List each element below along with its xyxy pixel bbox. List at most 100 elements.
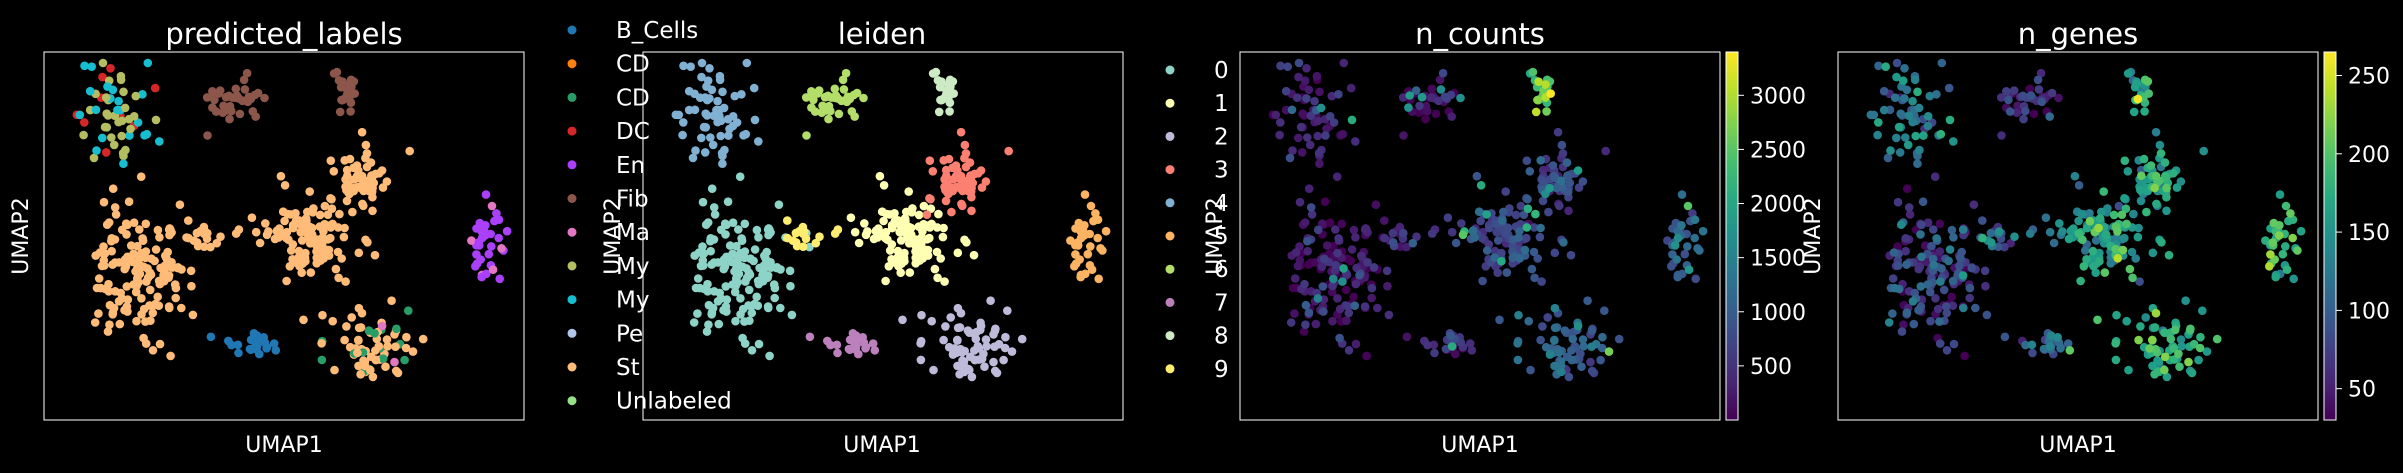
data-point [1562, 158, 1572, 167]
data-point [122, 282, 132, 291]
data-point [2111, 339, 2120, 348]
data-point [1567, 346, 1576, 355]
data-point [1290, 309, 1299, 318]
data-point [1680, 249, 1690, 259]
data-point [1502, 268, 1512, 277]
data-point [2009, 86, 2019, 95]
data-point [1587, 366, 1597, 376]
data-point [1465, 339, 1475, 348]
data-point [2045, 112, 2054, 121]
data-point [1913, 87, 1922, 97]
data-point [1312, 71, 1322, 81]
data-point [1903, 140, 1913, 150]
data-point [742, 58, 752, 68]
data-point [1286, 318, 1296, 327]
data-point [1271, 110, 1281, 120]
data-point [1550, 303, 1560, 313]
data-point [155, 339, 165, 349]
data-point [1497, 248, 1506, 258]
data-point [212, 238, 222, 248]
data-point [1893, 197, 1903, 207]
data-point [1892, 133, 1901, 143]
legend-label: 2 [1214, 124, 1229, 150]
data-point [1291, 248, 1301, 257]
data-point [881, 276, 890, 286]
data-point [1939, 285, 1949, 295]
data-point [787, 310, 797, 320]
data-point [1493, 268, 1502, 278]
data-point [885, 246, 895, 255]
data-point [2085, 216, 2095, 226]
data-point [1969, 200, 1979, 209]
data-point [1530, 273, 1539, 283]
data-point [691, 283, 701, 293]
data-point [2095, 256, 2104, 266]
panel-leiden: leiden UMAP1 UMAP2 0 1 2 3 4 5 6 7 8 9 [601, 17, 1229, 458]
data-point [850, 112, 859, 121]
data-point [269, 339, 279, 348]
data-point [1276, 118, 1285, 127]
data-point [2266, 250, 2275, 259]
data-point [1093, 233, 1102, 243]
data-point [401, 343, 411, 353]
legend-marker [567, 160, 577, 170]
data-point [166, 351, 175, 361]
data-point [141, 317, 150, 326]
data-point [879, 216, 888, 226]
data-point [1086, 201, 1096, 211]
data-point [1684, 265, 1694, 275]
data-point [326, 223, 336, 232]
data-point [2002, 87, 2011, 96]
colorbar-tick-label: 1500 [1750, 247, 1806, 272]
data-point [708, 140, 718, 150]
data-point [1498, 216, 1507, 225]
data-point [720, 219, 730, 228]
data-point [1383, 281, 1392, 291]
data-point [2089, 261, 2098, 271]
data-point [1531, 209, 1540, 219]
data-point [925, 223, 935, 232]
data-point [1690, 233, 1699, 243]
data-point [1918, 197, 1928, 206]
data-point [2160, 365, 2169, 375]
data-point [107, 133, 116, 142]
data-point [1916, 230, 1925, 239]
legend-label: St [616, 355, 640, 381]
data-point [105, 320, 114, 330]
data-point [2148, 361, 2157, 371]
data-point [1955, 261, 1964, 271]
data-point [783, 216, 792, 225]
data-point [1288, 146, 1297, 155]
data-point [765, 351, 774, 361]
data-point [1614, 334, 1624, 344]
data-point [720, 262, 730, 271]
data-point [1066, 236, 1075, 245]
data-point [131, 267, 140, 276]
data-point [2079, 262, 2089, 271]
data-point [1947, 292, 1956, 302]
data-point [1604, 347, 1614, 356]
data-point [271, 346, 281, 355]
data-point [1986, 238, 1996, 247]
data-point [1904, 111, 1914, 120]
data-point [484, 249, 494, 259]
data-point [138, 236, 148, 245]
data-point [1677, 221, 1686, 230]
data-point [1683, 201, 1693, 211]
data-point [121, 262, 131, 271]
data-point [2166, 334, 2176, 344]
data-point [151, 245, 161, 254]
data-point [696, 261, 706, 271]
data-point [377, 321, 387, 331]
data-point [761, 253, 770, 263]
data-point [982, 342, 991, 351]
data-point [805, 242, 814, 252]
data-point [1456, 93, 1465, 103]
data-point [2212, 334, 2222, 344]
data-point [487, 242, 496, 251]
data-point [1334, 90, 1343, 99]
data-point [2176, 177, 2186, 186]
data-point [2006, 238, 2016, 248]
data-point [1331, 260, 1340, 270]
data-point [852, 88, 862, 98]
